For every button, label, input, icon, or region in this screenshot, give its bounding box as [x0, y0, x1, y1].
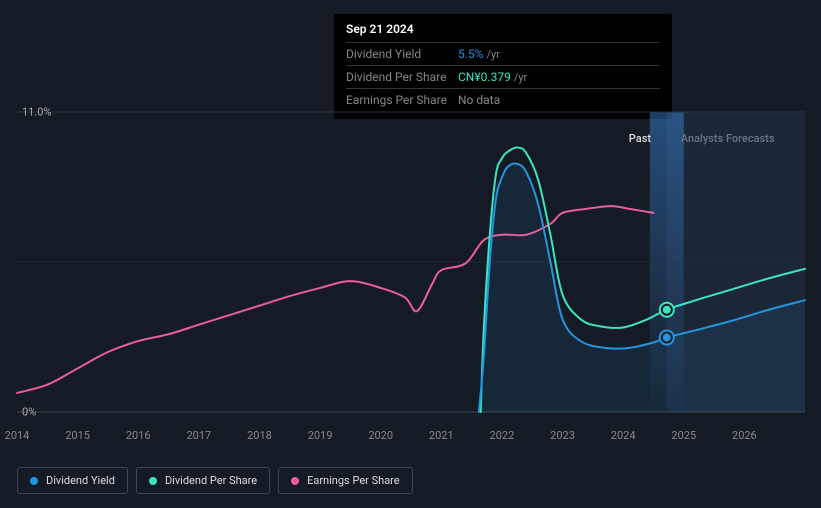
tooltip-row: Dividend Per ShareCN¥0.379 /yr	[346, 65, 660, 88]
legend-label: Dividend Per Share	[165, 474, 257, 487]
x-tick-label: 2026	[732, 429, 757, 442]
x-tick-label: 2017	[186, 429, 211, 442]
past-label: Past	[629, 132, 651, 145]
x-tick-label: 2024	[611, 429, 636, 442]
x-tick-label: 2015	[65, 429, 90, 442]
yield-marker	[663, 334, 671, 342]
forecast-label: Analysts Forecasts	[681, 132, 775, 145]
tooltip-row: Dividend Yield5.5% /yr	[346, 42, 660, 65]
legend-dividend-yield[interactable]: Dividend Yield	[17, 467, 128, 494]
x-tick-label: 2023	[550, 429, 575, 442]
tooltip-rows: Dividend Yield5.5% /yrDividend Per Share…	[346, 42, 660, 111]
x-tick-label: 2014	[5, 429, 30, 442]
legend-dot	[149, 477, 157, 485]
x-tick-label: 2021	[429, 429, 454, 442]
tooltip-date: Sep 21 2024	[346, 22, 660, 42]
dps-marker	[663, 306, 671, 314]
chart: 0%11.0%201420152016201720182019202020212…	[17, 102, 805, 422]
tooltip-label: Dividend Per Share	[346, 70, 458, 84]
y-tick-label: 0%	[22, 406, 36, 419]
tooltip-value: 5.5% /yr	[458, 47, 500, 61]
x-tick-label: 2019	[308, 429, 333, 442]
legend-label: Dividend Yield	[46, 474, 115, 487]
legend-dot	[30, 477, 38, 485]
legend-dividend-per-share[interactable]: Dividend Per Share	[136, 467, 270, 494]
y-tick-label: 11.0%	[22, 106, 52, 119]
x-tick-label: 2016	[126, 429, 151, 442]
legend-bar: Dividend Yield Dividend Per Share Earnings…	[17, 467, 413, 494]
chart-svg	[17, 102, 805, 422]
tooltip-value: CN¥0.379 /yr	[458, 70, 527, 84]
legend-dot	[291, 477, 299, 485]
x-tick-label: 2025	[671, 429, 696, 442]
x-tick-label: 2022	[490, 429, 515, 442]
x-tick-label: 2018	[247, 429, 272, 442]
legend-earnings-per-share[interactable]: Earnings Per Share	[278, 467, 413, 494]
x-tick-label: 2020	[368, 429, 393, 442]
tooltip-label: Dividend Yield	[346, 47, 458, 61]
legend-label: Earnings Per Share	[307, 474, 400, 487]
